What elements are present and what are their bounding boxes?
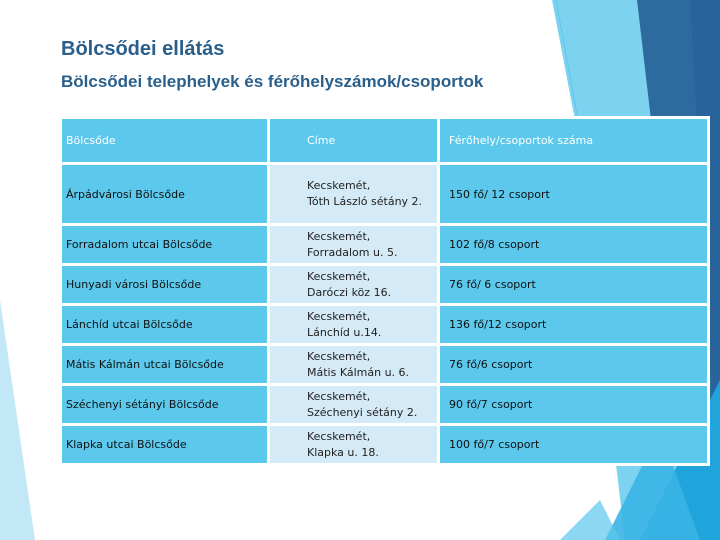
nursery-name: Lánchíd utcai Bölcsőde	[59, 303, 270, 346]
nursery-capacity: 102 fő/8 csoport	[437, 223, 710, 266]
table-row: Árpádvárosi Bölcsőde Kecskemét, Tóth Lász…	[59, 162, 710, 226]
nursery-name: Árpádvárosi Bölcsőde	[59, 162, 270, 226]
nursery-capacity: 150 fő/ 12 csoport	[437, 162, 710, 226]
slide-subtitle: Bölcsődei telephelyek és férőhelyszámok/…	[61, 72, 484, 91]
table-row: Hunyadi városi Bölcsőde Kecskemét, Darócz…	[59, 263, 710, 306]
address-street: Mátis Kálmán u. 6.	[307, 365, 410, 379]
nursery-address: Kecskemét, Klapka u. 18.	[267, 423, 440, 466]
address-city: Kecskemét,	[307, 179, 371, 192]
nursery-address: Kecskemét, Daróczi köz 16.	[267, 263, 440, 306]
nursery-table: Bölcsőde Címe Férőhely/csoportok száma Á…	[59, 116, 710, 466]
table-row: Klapka utcai Bölcsőde Kecskemét, Klapka u…	[59, 423, 710, 466]
table-row: Mátis Kálmán utcai Bölcsőde Kecskemét, Má…	[59, 343, 710, 386]
address-street: Lánchíd u.14.	[307, 325, 382, 339]
nursery-name: Hunyadi városi Bölcsőde	[59, 263, 270, 306]
nursery-address: Kecskemét, Tóth László sétány 2.	[267, 162, 440, 226]
address-street: Széchenyi sétány 2.	[307, 405, 418, 419]
nursery-capacity: 76 fő/ 6 csoport	[437, 263, 710, 306]
nursery-address: Kecskemét, Forradalom u. 5.	[267, 223, 440, 266]
header-address: Címe	[267, 116, 440, 165]
table-header-row: Bölcsőde Címe Férőhely/csoportok száma	[59, 116, 710, 165]
nursery-capacity: 100 fő/7 csoport	[437, 423, 710, 466]
nursery-capacity: 136 fő/12 csoport	[437, 303, 710, 346]
nursery-name: Mátis Kálmán utcai Bölcsőde	[59, 343, 270, 386]
address-city: Kecskemét,	[307, 349, 371, 363]
address-street: Forradalom u. 5.	[307, 245, 398, 259]
slide-title: Bölcsődei ellátás	[61, 38, 225, 60]
header-capacity: Férőhely/csoportok száma	[437, 116, 710, 165]
nursery-address: Kecskemét, Lánchíd u.14.	[267, 303, 440, 346]
table-row: Széchenyi sétányi Bölcsőde Kecskemét, Szé…	[59, 383, 710, 426]
table-row: Lánchíd utcai Bölcsőde Kecskemét, Lánchíd…	[59, 303, 710, 346]
table-row: Forradalom utcai Bölcsőde Kecskemét, Forr…	[59, 223, 710, 266]
address-city: Kecskemét,	[307, 389, 371, 403]
address-city: Kecskemét,	[307, 309, 371, 323]
nursery-name: Forradalom utcai Bölcsőde	[59, 223, 270, 266]
address-city: Kecskemét,	[307, 269, 371, 283]
nursery-address: Kecskemét, Széchenyi sétány 2.	[267, 383, 440, 426]
nursery-name: Széchenyi sétányi Bölcsőde	[59, 383, 270, 426]
address-city: Kecskemét,	[307, 429, 371, 443]
address-street: Daróczi köz 16.	[307, 285, 392, 299]
address-street: Klapka u. 18.	[307, 445, 379, 459]
nursery-capacity: 90 fő/7 csoport	[437, 383, 710, 426]
nursery-address: Kecskemét, Mátis Kálmán u. 6.	[267, 343, 440, 386]
nursery-capacity: 76 fő/6 csoport	[437, 343, 710, 386]
address-street: Tóth László sétány 2.	[307, 195, 423, 208]
address-city: Kecskemét,	[307, 229, 371, 243]
header-nursery: Bölcsőde	[59, 116, 270, 165]
nursery-name: Klapka utcai Bölcsőde	[59, 423, 270, 466]
